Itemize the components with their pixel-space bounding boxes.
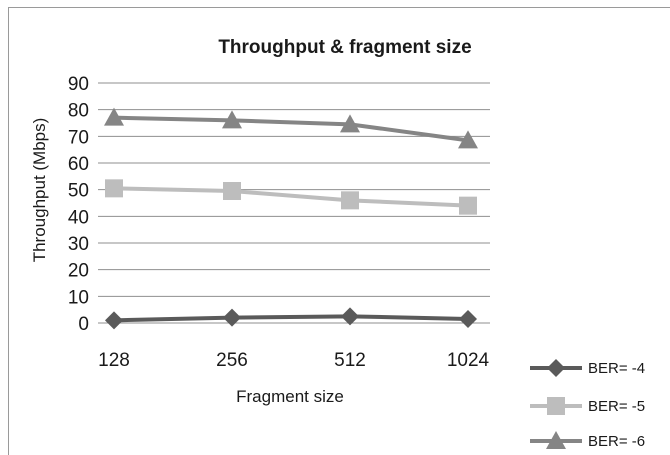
data-point-triangle [340,114,360,133]
data-point-triangle [222,110,242,129]
series [104,107,478,149]
y-tick-label: 80 [68,101,89,122]
legend: BER= -4 BER= -5 BER= -6 [530,359,645,450]
legend-label: BER= -5 [588,398,645,415]
data-point-square [547,397,565,415]
y-tick-label: 70 [68,127,89,148]
data-point-diamond [459,310,477,328]
y-tick-label: 50 [68,181,89,202]
data-point-diamond [105,311,123,330]
data-point-square [341,191,359,210]
legend-item: BER= -6 [530,431,645,450]
y-axis-label: Throughput (Mbps) [30,118,49,263]
data-point-square [105,179,123,198]
y-tick-label: 0 [78,314,89,335]
legend-label: BER= -6 [588,433,645,450]
x-tick-label: 512 [334,350,366,371]
series-line [113,186,469,208]
data-point-diamond [341,307,359,326]
series-line [113,314,469,323]
y-tick-label: 20 [68,261,89,282]
data-point-triangle [458,130,478,149]
data-point-triangle [546,431,566,449]
series-line [113,115,469,143]
x-axis-label: Fragment size [236,387,344,406]
data-point-square [459,196,477,215]
chart-title: Throughput & fragment size [218,37,471,58]
y-tick-label: 60 [68,154,89,175]
y-tick-label: 40 [68,207,89,228]
legend-item: BER= -5 [530,397,645,415]
legend-item: BER= -4 [530,359,645,377]
series-group [104,107,478,330]
data-point-triangle [104,107,124,126]
y-tick-labels: 0 10 20 30 40 50 60 70 80 90 [68,74,89,335]
x-tick-label: 128 [98,350,130,371]
y-tick-label: 90 [68,74,89,95]
data-point-diamond [223,308,241,327]
x-tick-labels: 128 256 512 1024 [98,350,489,371]
legend-label: BER= -4 [588,360,645,377]
data-point-diamond [547,359,565,377]
data-point-square [223,182,241,200]
series [105,307,477,330]
chart-frame [8,7,670,455]
y-tick-label: 10 [68,287,89,308]
x-tick-label: 256 [216,350,248,371]
x-tick-label: 1024 [447,350,490,371]
series [105,179,477,215]
y-tick-label: 30 [68,234,89,255]
